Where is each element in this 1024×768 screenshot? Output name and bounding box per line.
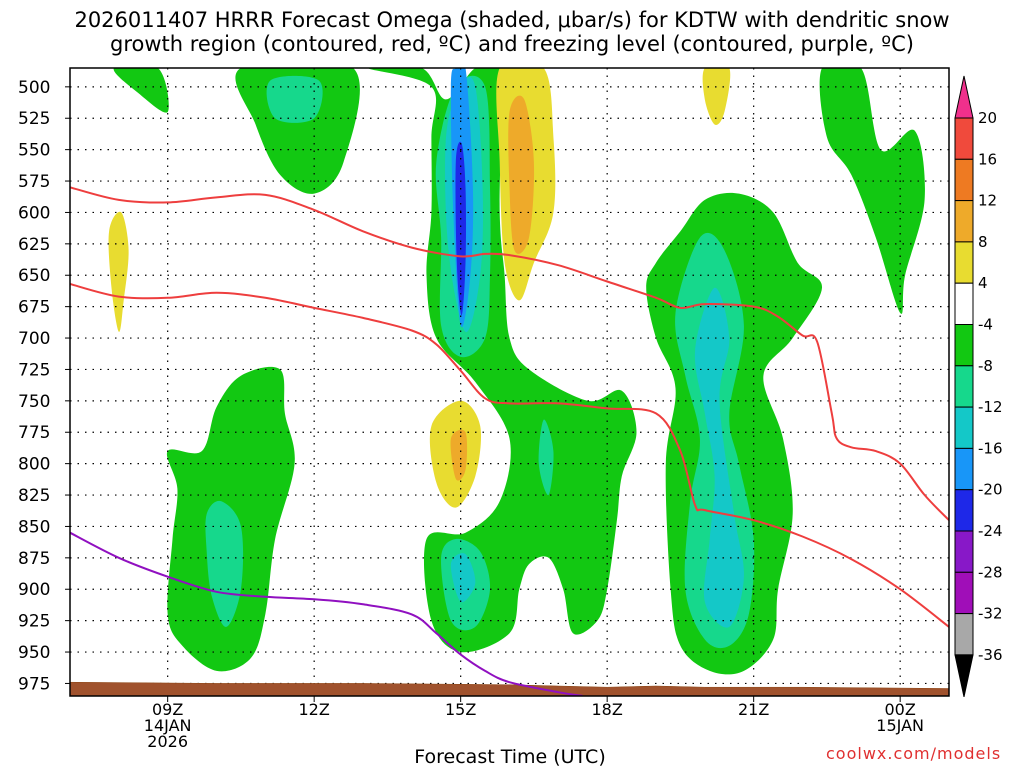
plot-frame (69, 67, 950, 697)
colorbar-bottom-arrow (954, 654, 974, 698)
y-tick-label: 500 (18, 78, 50, 98)
colorbar-swatch (954, 117, 974, 160)
x-tick-label: 2026 (147, 732, 188, 751)
colorbar-label: 8 (978, 233, 988, 251)
y-tick-label: 925 (18, 612, 50, 632)
omega-shading-layer (108, 68, 925, 675)
x-tick-label: 12Z (299, 700, 330, 719)
x-tick-label: 09Z (152, 700, 183, 719)
colorbar-swatch (954, 571, 974, 615)
y-tick-label: 625 (18, 235, 50, 255)
title-line-1: 2026011407 HRRR Forecast Omega (shaded, … (74, 8, 950, 32)
y-tick-label: 600 (18, 203, 50, 223)
colorbar-label: 16 (978, 150, 997, 168)
terrain-ground (70, 681, 949, 696)
colorbar-swatch (954, 447, 974, 491)
colorbar-label: -24 (978, 522, 1003, 540)
omega-region-7 (455, 141, 467, 316)
colorbar-top-arrow (954, 75, 974, 119)
y-tick-label: 525 (18, 109, 50, 129)
colorbar-label: -28 (978, 563, 1003, 581)
colorbar-label: -4 (978, 316, 993, 334)
omega-region-16 (819, 68, 925, 314)
omega-region-22 (702, 68, 731, 125)
colorbar-label: 12 (978, 192, 997, 210)
x-tick-label: 18Z (592, 700, 623, 719)
y-tick-label: 875 (18, 549, 50, 569)
omega-region-15 (694, 287, 744, 628)
colorbar-swatch (954, 365, 974, 408)
colorbar-swatch (954, 489, 974, 532)
y-tick-label: 850 (18, 517, 50, 537)
colorbar-label: -16 (978, 439, 1003, 457)
omega-region-20 (450, 429, 468, 481)
omega-region-3 (367, 68, 637, 653)
ground-layer (70, 681, 949, 696)
colorbar-swatch (954, 324, 974, 367)
colorbar-label: 20 (978, 109, 997, 127)
omega-region-1 (235, 68, 360, 194)
omega-region-18 (508, 95, 535, 254)
colorbar-label: 4 (978, 274, 988, 292)
omega-region-8 (538, 419, 554, 496)
freezing-level-contour (70, 531, 583, 696)
x-axis-label: Forecast Time (UTC) (414, 746, 606, 768)
contour-lines-layer (70, 186, 949, 696)
credit-text: coolwx.com/models (826, 744, 1002, 763)
x-tick-label: 15Z (445, 700, 476, 719)
y-tick-label: 700 (18, 329, 50, 349)
y-tick-label: 775 (18, 423, 50, 443)
y-tick-label: 575 (18, 172, 50, 192)
dgz-contour-1 (70, 283, 949, 628)
y-tick-label: 800 (18, 455, 50, 475)
title-line-2: growth region (contoured, red, ºC) and f… (110, 32, 914, 56)
y-tick-label: 550 (18, 141, 50, 161)
omega-region-21 (108, 211, 129, 332)
omega-region-12 (205, 500, 244, 627)
y-tick-label: 750 (18, 392, 50, 412)
y-tick-label: 950 (18, 643, 50, 663)
y-tick-label: 825 (18, 486, 50, 506)
colorbar-swatch (954, 406, 974, 449)
colorbar-swatch (954, 241, 974, 284)
omega-region-2 (266, 75, 323, 123)
colorbar-swatch (954, 530, 974, 573)
y-tick-label: 975 (18, 674, 50, 694)
colorbar-label: -36 (978, 646, 1003, 664)
x-tick-label: 15JAN (876, 716, 924, 735)
colorbar-swatch (954, 282, 974, 326)
colorbar-swatch (954, 613, 974, 656)
omega-region-0 (113, 68, 169, 113)
x-tick-label: 21Z (738, 700, 769, 719)
colorbar: 20 16 12 8 4 -4 -8 -12 -16 -20 -24 -28 -32 -36 (954, 75, 1003, 698)
y-tick-label: 650 (18, 266, 50, 286)
y-tick-label: 900 (18, 580, 50, 600)
colorbar-label: -32 (978, 605, 1003, 623)
chart-title: 2026011407 HRRR Forecast Omega (shaded, … (0, 8, 1024, 56)
dgz-contour-0 (70, 186, 949, 521)
y-axis: 500 525 550 575 600 625 650 675 700 725 750 775 800 8… (18, 78, 70, 694)
colorbar-swatch (954, 200, 974, 243)
colorbar-label: -20 (978, 481, 1003, 499)
colorbar-swatch (954, 158, 974, 202)
y-tick-label: 725 (18, 360, 50, 380)
colorbar-label: -12 (978, 398, 1003, 416)
omega-region-10 (450, 553, 476, 603)
y-tick-label: 675 (18, 298, 50, 318)
x-tick-label: 00Z (885, 700, 916, 719)
colorbar-label: -8 (978, 357, 993, 375)
x-tick-label: 14JAN (144, 716, 192, 735)
